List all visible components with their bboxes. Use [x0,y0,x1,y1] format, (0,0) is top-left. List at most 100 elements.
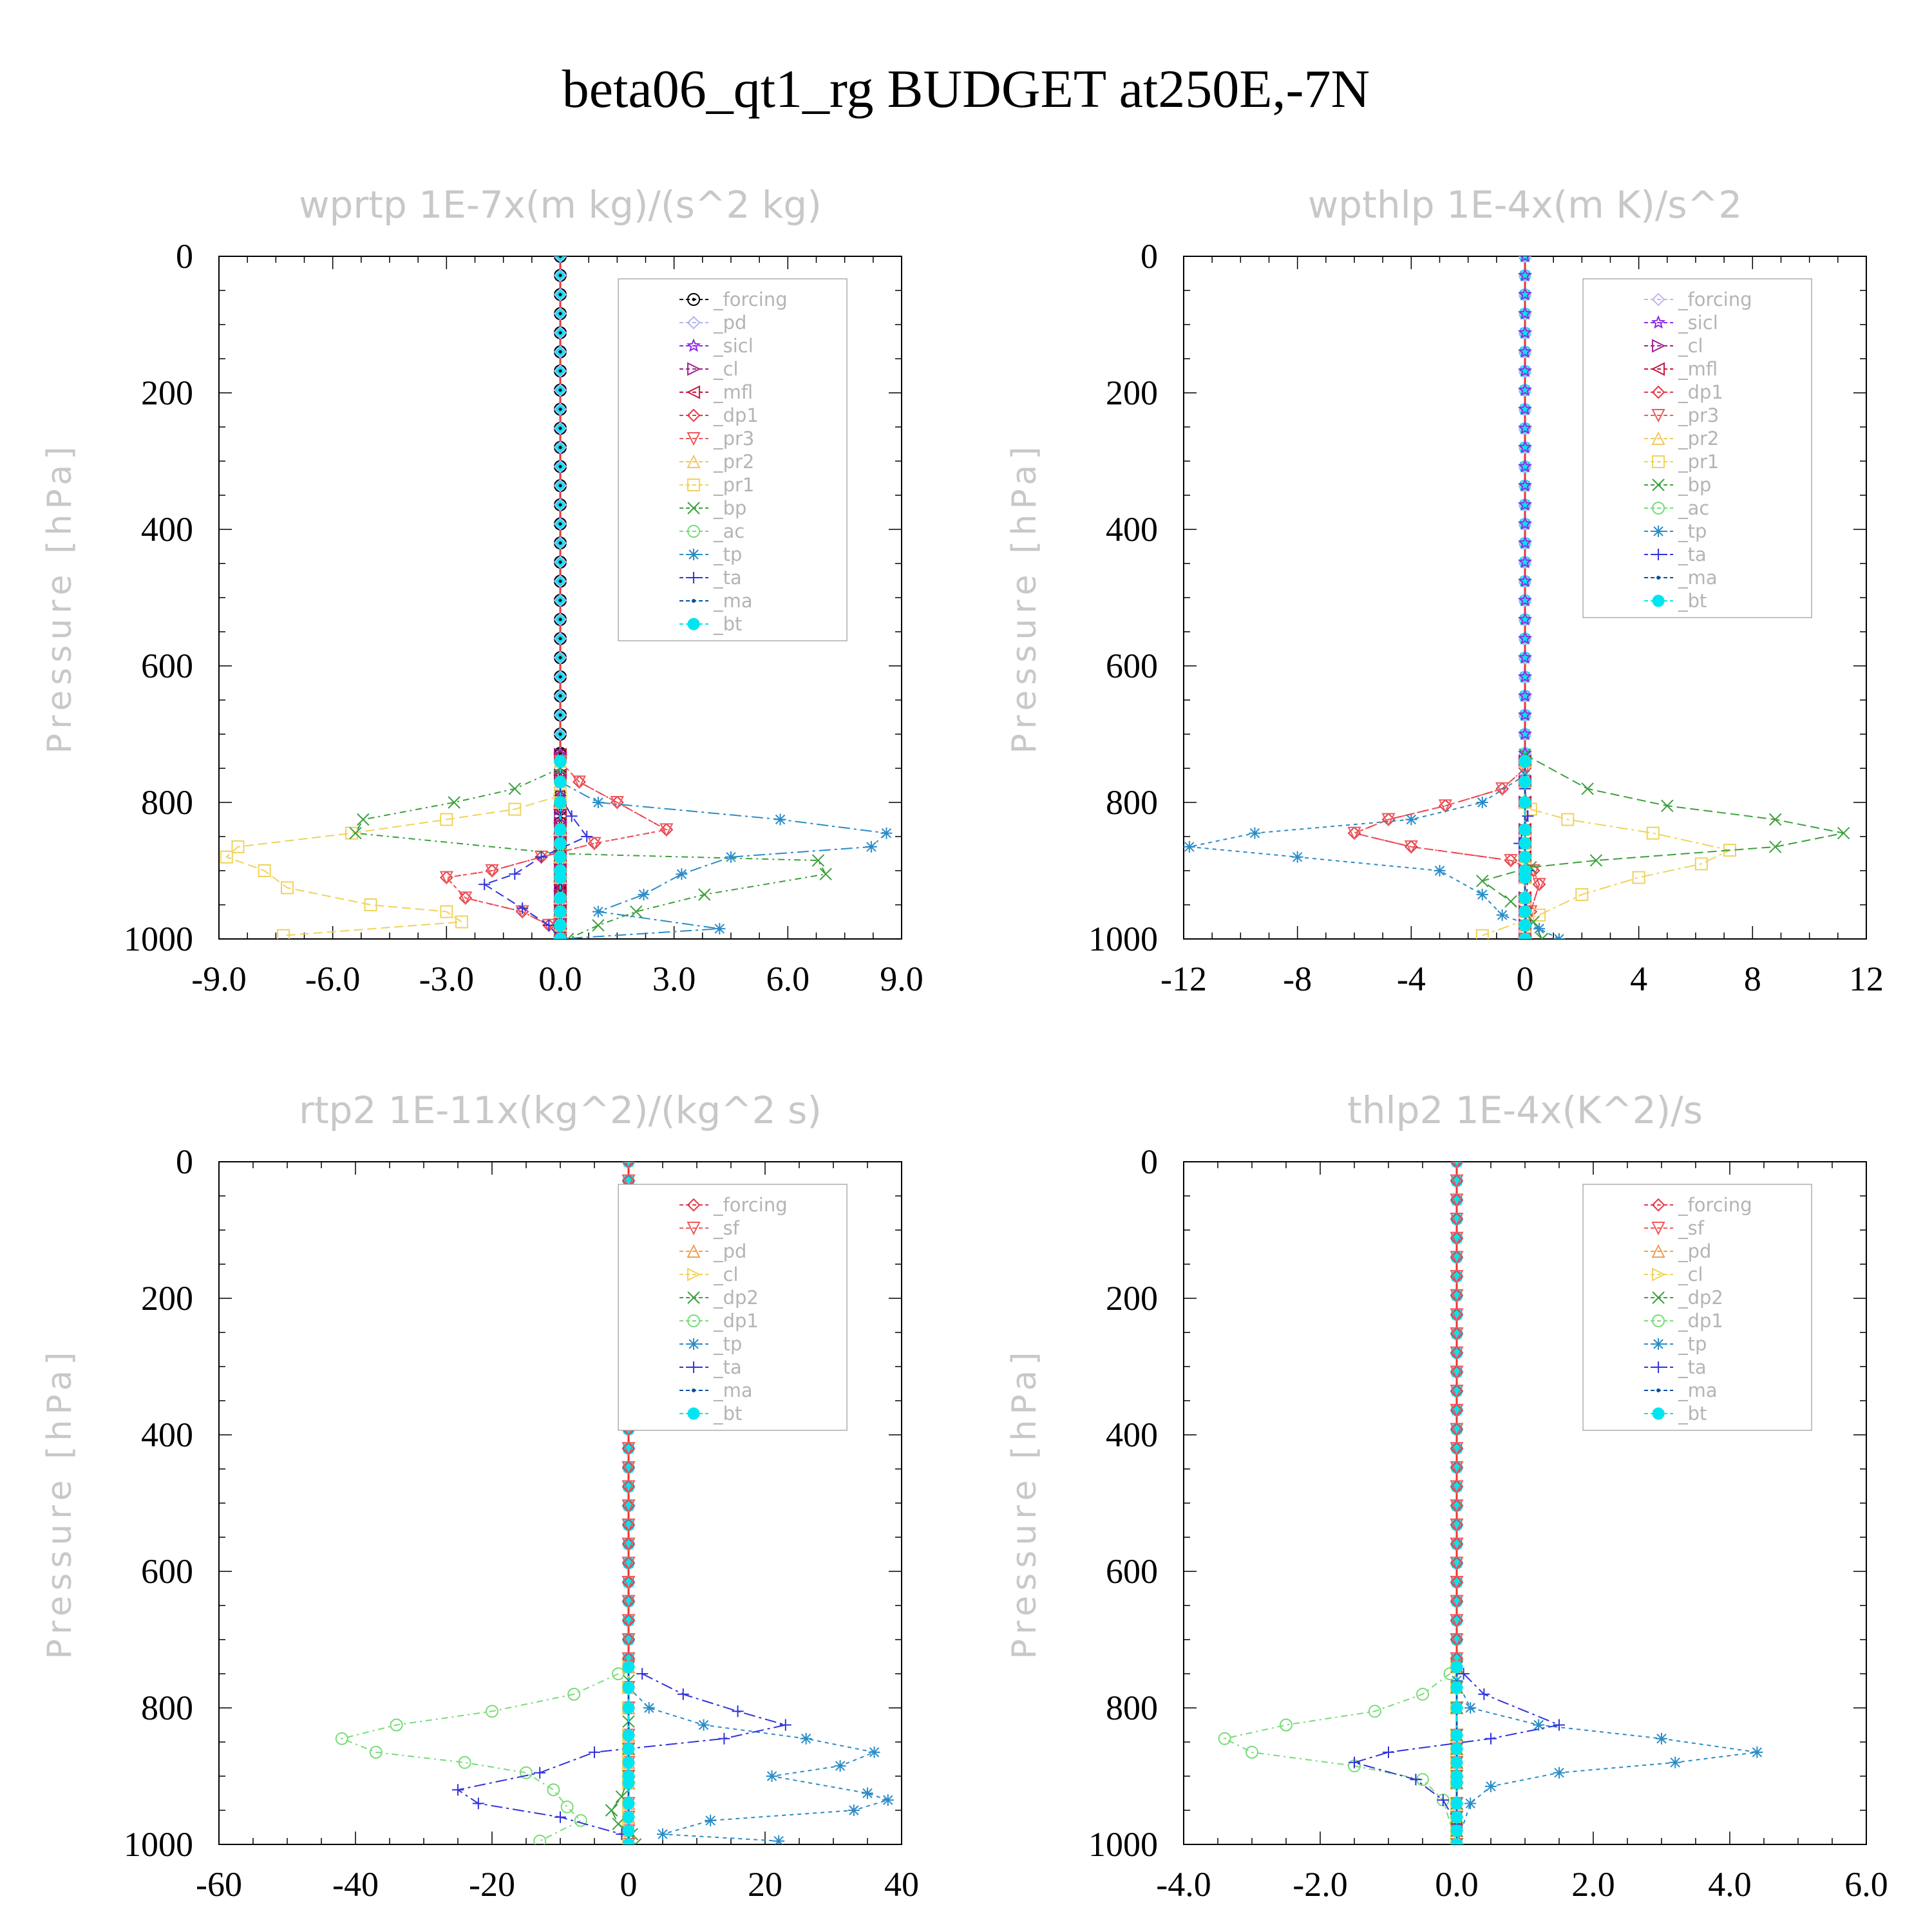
data-point [472,1797,484,1810]
x-tick-label: 4.0 [1708,1865,1752,1904]
zero-column-marker [553,256,567,263]
data-point [1661,799,1674,813]
zero-column-marker [553,632,567,646]
data-point [1381,813,1396,827]
legend-marker [687,1198,701,1212]
legend: _forcing_sf_pd_cl_dp2_dp1_tp_ta_ma_bt [1582,1184,1812,1431]
data-point [1533,923,1546,935]
legend-label: _ma [1678,1379,1718,1401]
legend-marker [1652,478,1665,491]
legend-marker [1653,1338,1665,1350]
legend-label: _ma [713,590,753,612]
data-point [1347,826,1361,840]
data-point [455,915,468,929]
y-tick-label: 400 [141,510,193,549]
zero-column-marker [1450,1480,1464,1494]
zero-column-marker [1450,1576,1463,1589]
data-point [231,840,245,853]
data-point [612,1667,625,1680]
x-tick-label: 4 [1630,960,1647,998]
figure-title: beta06_qt1_rg BUDGET at250E,-7N [562,59,1370,119]
zero-column-marker [1450,1538,1463,1551]
zero-column-marker-center [558,407,562,411]
zero-column-marker [1450,1461,1464,1475]
data-point [1522,810,1534,822]
zero-column-marker [553,440,567,455]
data-point [1533,908,1546,922]
data-point [554,1811,566,1823]
data-point [862,1787,873,1799]
y-tick-label: 400 [1106,1416,1158,1454]
data-point [1383,1746,1394,1758]
data-point [592,905,604,918]
data-point [1280,1718,1293,1732]
y-tick-label: 0 [1141,237,1158,276]
series-dp1 [335,1667,625,1844]
data-point [567,1687,581,1701]
zero-column-marker [621,1461,636,1475]
zero-column-marker [1450,1308,1463,1321]
zero-column-marker [1517,401,1533,415]
zero-column-marker [1450,1633,1463,1646]
data-point [865,840,877,853]
zero-column-marker [621,1633,636,1647]
legend-label: _pr2 [1678,428,1719,450]
legend-marker [687,525,701,538]
zero-column-marker [1450,1652,1464,1666]
data-point [1519,919,1531,932]
data-point [1519,933,1531,939]
data-point [277,929,290,939]
data-point [258,864,271,877]
data-point [1434,865,1446,876]
y-tick-label: 800 [141,783,193,822]
y-tick-label: 1000 [1088,920,1158,958]
data-point [1476,797,1488,808]
zero-column-marker [1517,688,1533,702]
data-point [622,1838,635,1844]
legend-marker [1651,292,1665,307]
data-point [1504,895,1517,908]
zero-column-marker [1517,516,1533,530]
legend-label: _ac [713,520,744,542]
data-point [1405,813,1417,826]
data-point [834,1760,846,1772]
data-point [554,905,567,918]
zero-column-marker [553,536,567,550]
y-tick-label: 800 [1106,1689,1158,1727]
legend-marker [1652,1267,1666,1282]
data-point [1575,888,1589,902]
zero-column-marker [1517,726,1533,741]
zero-column-marker-center [558,598,562,602]
zero-column-marker [1450,1175,1463,1188]
zero-column-marker [1450,1232,1463,1245]
zero-column-marker [1450,1557,1463,1569]
data-point [281,881,294,895]
legend-label: _bp [713,497,746,519]
data-point [547,1783,560,1797]
zero-column-marker [553,612,567,627]
data-point [1450,1824,1463,1837]
legend-marker [1652,1291,1665,1304]
legend-marker [687,362,701,376]
legend: _forcing_sf_pd_cl_dp2_dp1_tp_ta_ma_bt [618,1184,848,1431]
legend-label: _pr3 [713,428,754,450]
data-point [1553,933,1565,939]
legend-label: _pr1 [1678,451,1719,473]
legend-label: _sf [1678,1217,1705,1239]
data-point [1450,1756,1463,1769]
legend-marker [688,1361,700,1373]
zero-column-marker [1450,1193,1464,1208]
data-point [1404,840,1418,855]
legend-marker [692,599,696,603]
zero-column-marker [1450,1442,1463,1455]
zero-column-marker [1517,650,1533,664]
y-tick-label: 200 [141,374,193,412]
data-point [1837,826,1850,840]
x-tick-label: 2.0 [1571,1865,1615,1904]
zero-column-marker [553,650,567,665]
data-point [592,797,604,808]
zero-column-marker [1450,1346,1464,1361]
y-tick-label: 600 [1106,1552,1158,1591]
data-point [1450,1701,1463,1714]
legend-marker [687,502,700,515]
